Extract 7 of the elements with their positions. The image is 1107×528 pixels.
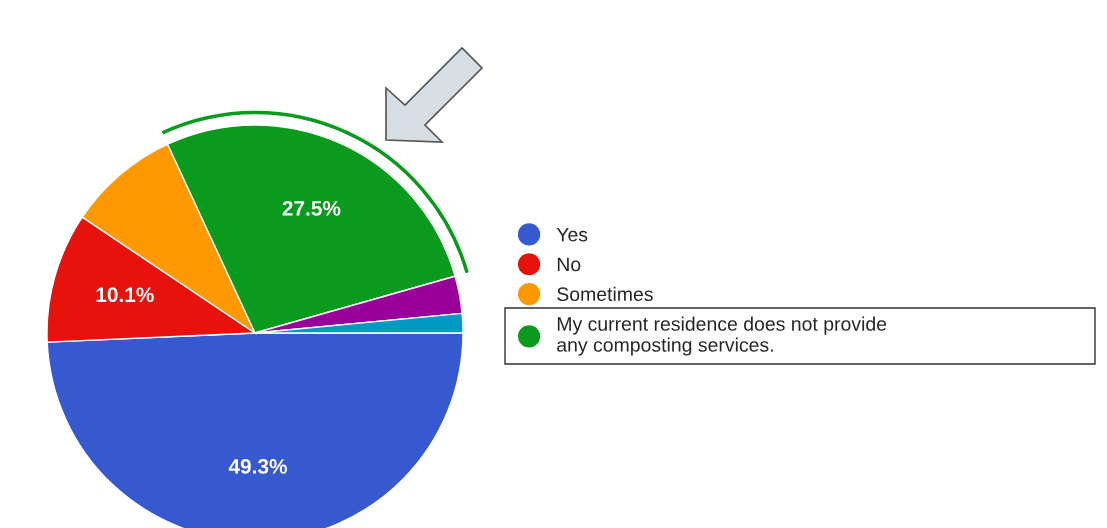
legend-label: No [557, 257, 581, 272]
data-label: 49.3% [228, 459, 287, 474]
data-label: 10.1% [96, 287, 154, 303]
legend-label: Sometimes [557, 286, 653, 302]
data-label: 27.5% [282, 200, 341, 216]
legend-label: My current residence does not provide any composting services. [557, 316, 887, 356]
legend-label: Yes [556, 227, 588, 242]
